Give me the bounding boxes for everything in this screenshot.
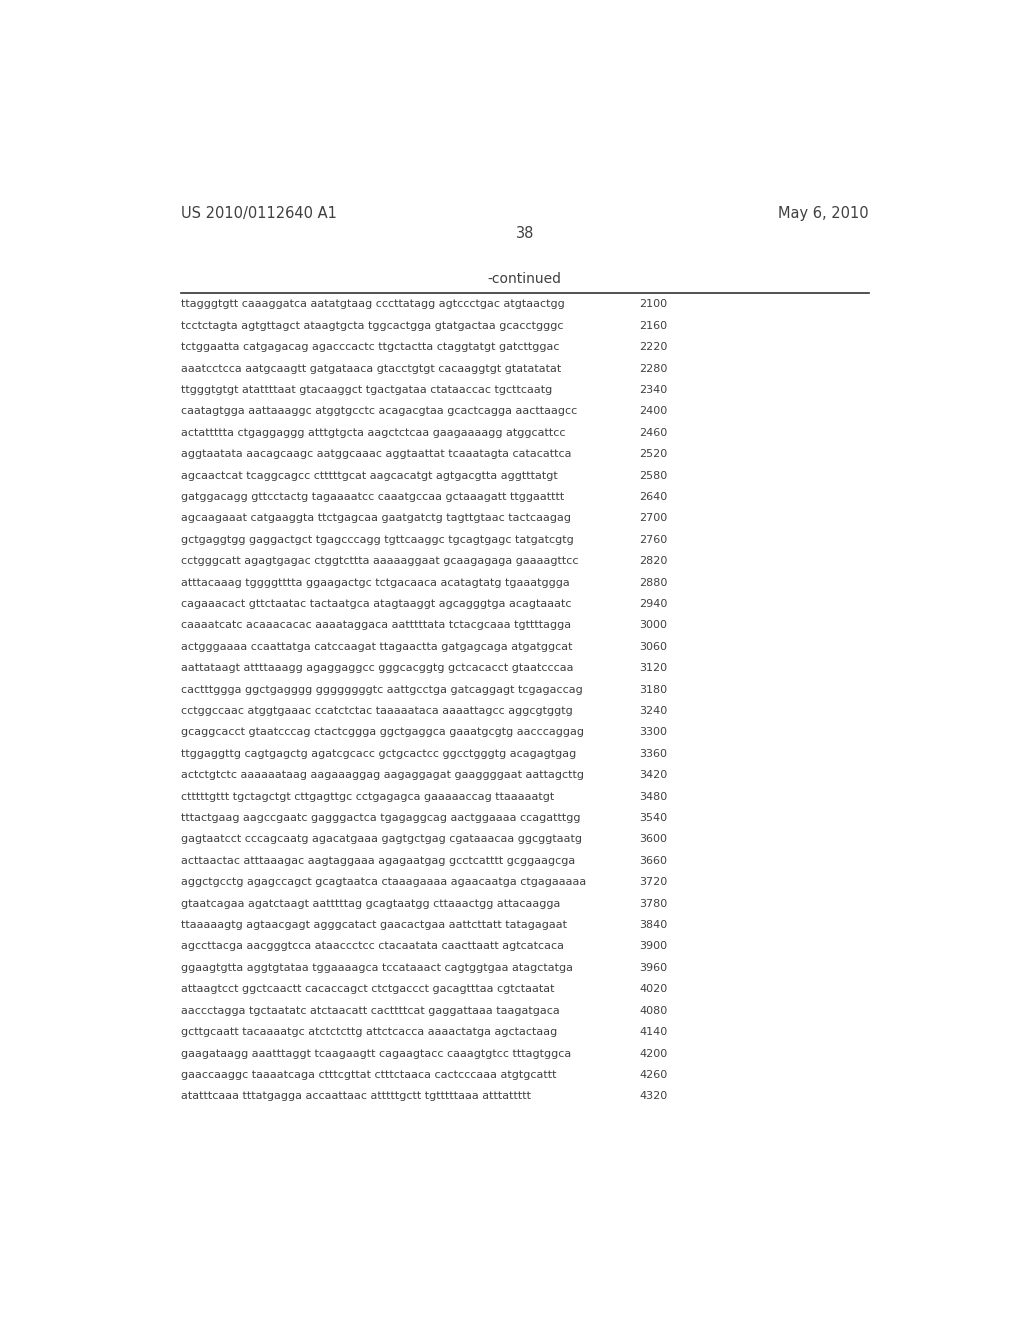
Text: 3720: 3720 [640,878,668,887]
Text: 2760: 2760 [640,535,668,545]
Text: 4080: 4080 [640,1006,668,1015]
Text: aaccctagga tgctaatatc atctaacatt cacttttcat gaggattaaa taagatgaca: aaccctagga tgctaatatc atctaacatt cactttt… [180,1006,559,1015]
Text: aggtaatata aacagcaagc aatggcaaac aggtaattat tcaaatagta catacattca: aggtaatata aacagcaagc aatggcaaac aggtaat… [180,449,571,459]
Text: 3120: 3120 [640,663,668,673]
Text: ctttttgttt tgctagctgt cttgagttgc cctgagagca gaaaaaccag ttaaaaatgt: ctttttgttt tgctagctgt cttgagttgc cctgaga… [180,792,554,801]
Text: agcaactcat tcaggcagcc ctttttgcat aagcacatgt agtgacgtta aggtttatgt: agcaactcat tcaggcagcc ctttttgcat aagcaca… [180,470,557,480]
Text: 4020: 4020 [640,985,668,994]
Text: 4260: 4260 [640,1071,668,1080]
Text: 3900: 3900 [640,941,668,952]
Text: 2160: 2160 [640,321,668,331]
Text: 3060: 3060 [640,642,668,652]
Text: atatttcaaa tttatgagga accaattaac atttttgctt tgtttttaaa atttattttt: atatttcaaa tttatgagga accaattaac atttttg… [180,1092,530,1101]
Text: gtaatcagaa agatctaagt aatttttag gcagtaatgg cttaaactgg attacaagga: gtaatcagaa agatctaagt aatttttag gcagtaat… [180,899,560,908]
Text: gcaggcacct gtaatcccag ctactcggga ggctgaggca gaaatgcgtg aacccaggag: gcaggcacct gtaatcccag ctactcggga ggctgag… [180,727,584,738]
Text: 2820: 2820 [640,556,668,566]
Text: tctggaatta catgagacag agacccactc ttgctactta ctaggtatgt gatcttggac: tctggaatta catgagacag agacccactc ttgctac… [180,342,559,352]
Text: actgggaaaa ccaattatga catccaagat ttagaactta gatgagcaga atgatggcat: actgggaaaa ccaattatga catccaagat ttagaac… [180,642,572,652]
Text: 3300: 3300 [640,727,668,738]
Text: 3840: 3840 [640,920,668,931]
Text: ttggaggttg cagtgagctg agatcgcacc gctgcactcc ggcctgggtg acagagtgag: ttggaggttg cagtgagctg agatcgcacc gctgcac… [180,748,575,759]
Text: 3660: 3660 [640,855,668,866]
Text: aattataagt attttaaagg agaggaggcc gggcacggtg gctcacacct gtaatcccaa: aattataagt attttaaagg agaggaggcc gggcacg… [180,663,573,673]
Text: agccttacga aacgggtcca ataaccctcc ctacaatata caacttaatt agtcatcaca: agccttacga aacgggtcca ataaccctcc ctacaat… [180,941,563,952]
Text: ggaagtgtta aggtgtataa tggaaaagca tccataaact cagtggtgaa atagctatga: ggaagtgtta aggtgtataa tggaaaagca tccataa… [180,962,572,973]
Text: aaatcctcca aatgcaagtt gatgataaca gtacctgtgt cacaaggtgt gtatatatat: aaatcctcca aatgcaagtt gatgataaca gtacctg… [180,363,561,374]
Text: agcaagaaat catgaaggta ttctgagcaa gaatgatctg tagttgtaac tactcaagag: agcaagaaat catgaaggta ttctgagcaa gaatgat… [180,513,570,523]
Text: 3480: 3480 [640,792,668,801]
Text: 2340: 2340 [640,385,668,395]
Text: ttagggtgtt caaaggatca aatatgtaag cccttatagg agtccctgac atgtaactgg: ttagggtgtt caaaggatca aatatgtaag cccttat… [180,300,564,309]
Text: gatggacagg gttcctactg tagaaaatcc caaatgccaa gctaaagatt ttggaatttt: gatggacagg gttcctactg tagaaaatcc caaatgc… [180,492,564,502]
Text: actattttta ctgaggaggg atttgtgcta aagctctcaa gaagaaaagg atggcattcc: actattttta ctgaggaggg atttgtgcta aagctct… [180,428,565,438]
Text: gcttgcaatt tacaaaatgc atctctcttg attctcacca aaaactatga agctactaag: gcttgcaatt tacaaaatgc atctctcttg attctca… [180,1027,557,1038]
Text: gagtaatcct cccagcaatg agacatgaaa gagtgctgag cgataaacaa ggcggtaatg: gagtaatcct cccagcaatg agacatgaaa gagtgct… [180,834,582,845]
Text: cactttggga ggctgagggg ggggggggtc aattgcctga gatcaggagt tcgagaccag: cactttggga ggctgagggg ggggggggtc aattgcc… [180,685,583,694]
Text: 3600: 3600 [640,834,668,845]
Text: -continued: -continued [487,272,562,286]
Text: gctgaggtgg gaggactgct tgagcccagg tgttcaaggc tgcagtgagc tatgatcgtg: gctgaggtgg gaggactgct tgagcccagg tgttcaa… [180,535,573,545]
Text: 38: 38 [516,226,534,242]
Text: 2280: 2280 [640,363,668,374]
Text: atttacaaag tggggtttta ggaagactgc tctgacaaca acatagtatg tgaaatggga: atttacaaag tggggtttta ggaagactgc tctgaca… [180,578,569,587]
Text: 2520: 2520 [640,449,668,459]
Text: 3960: 3960 [640,962,668,973]
Text: tcctctagta agtgttagct ataagtgcta tggcactgga gtatgactaa gcacctgggc: tcctctagta agtgttagct ataagtgcta tggcact… [180,321,563,331]
Text: ttaaaaagtg agtaacgagt agggcatact gaacactgaa aattcttatt tatagagaat: ttaaaaagtg agtaacgagt agggcatact gaacact… [180,920,566,931]
Text: aggctgcctg agagccagct gcagtaatca ctaaagaaaa agaacaatga ctgagaaaaa: aggctgcctg agagccagct gcagtaatca ctaaaga… [180,878,586,887]
Text: 3240: 3240 [640,706,668,715]
Text: 2400: 2400 [640,407,668,416]
Text: tttactgaag aagccgaatc gagggactca tgagaggcag aactggaaaa ccagatttgg: tttactgaag aagccgaatc gagggactca tgagagg… [180,813,581,824]
Text: 3180: 3180 [640,685,668,694]
Text: 2460: 2460 [640,428,668,438]
Text: 3000: 3000 [640,620,668,631]
Text: attaagtcct ggctcaactt cacaccagct ctctgaccct gacagtttaa cgtctaatat: attaagtcct ggctcaactt cacaccagct ctctgac… [180,985,554,994]
Text: 2940: 2940 [640,599,668,609]
Text: 4320: 4320 [640,1092,668,1101]
Text: actctgtctc aaaaaataag aagaaaggag aagaggagat gaaggggaat aattagcttg: actctgtctc aaaaaataag aagaaaggag aagagga… [180,771,584,780]
Text: 3780: 3780 [640,899,668,908]
Text: 2880: 2880 [640,578,668,587]
Text: 2580: 2580 [640,470,668,480]
Text: 3420: 3420 [640,771,668,780]
Text: cctgggcatt agagtgagac ctggtcttta aaaaaggaat gcaagagaga gaaaagttcc: cctgggcatt agagtgagac ctggtcttta aaaaagg… [180,556,579,566]
Text: cagaaacact gttctaatac tactaatgca atagtaaggt agcagggtga acagtaaatc: cagaaacact gttctaatac tactaatgca atagtaa… [180,599,571,609]
Text: caatagtgga aattaaaggc atggtgcctc acagacgtaa gcactcagga aacttaagcc: caatagtgga aattaaaggc atggtgcctc acagacg… [180,407,577,416]
Text: US 2010/0112640 A1: US 2010/0112640 A1 [180,206,337,222]
Text: 2640: 2640 [640,492,668,502]
Text: 3360: 3360 [640,748,668,759]
Text: acttaactac atttaaagac aagtaggaaa agagaatgag gcctcatttt gcggaagcga: acttaactac atttaaagac aagtaggaaa agagaat… [180,855,574,866]
Text: caaaatcatc acaaacacac aaaataggaca aatttttata tctacgcaaa tgttttagga: caaaatcatc acaaacacac aaaataggaca aatttt… [180,620,570,631]
Text: 3540: 3540 [640,813,668,824]
Text: 2100: 2100 [640,300,668,309]
Text: May 6, 2010: May 6, 2010 [778,206,869,222]
Text: 4140: 4140 [640,1027,668,1038]
Text: 2700: 2700 [640,513,668,523]
Text: gaagataagg aaatttaggt tcaagaagtt cagaagtacc caaagtgtcc tttagtggca: gaagataagg aaatttaggt tcaagaagtt cagaagt… [180,1048,571,1059]
Text: ttgggtgtgt atattttaat gtacaaggct tgactgataa ctataaccac tgcttcaatg: ttgggtgtgt atattttaat gtacaaggct tgactga… [180,385,552,395]
Text: gaaccaaggc taaaatcaga ctttcgttat ctttctaaca cactcccaaa atgtgcattt: gaaccaaggc taaaatcaga ctttcgttat ctttcta… [180,1071,556,1080]
Text: 2220: 2220 [640,342,668,352]
Text: 4200: 4200 [640,1048,668,1059]
Text: cctggccaac atggtgaaac ccatctctac taaaaataca aaaattagcc aggcgtggtg: cctggccaac atggtgaaac ccatctctac taaaaat… [180,706,572,715]
